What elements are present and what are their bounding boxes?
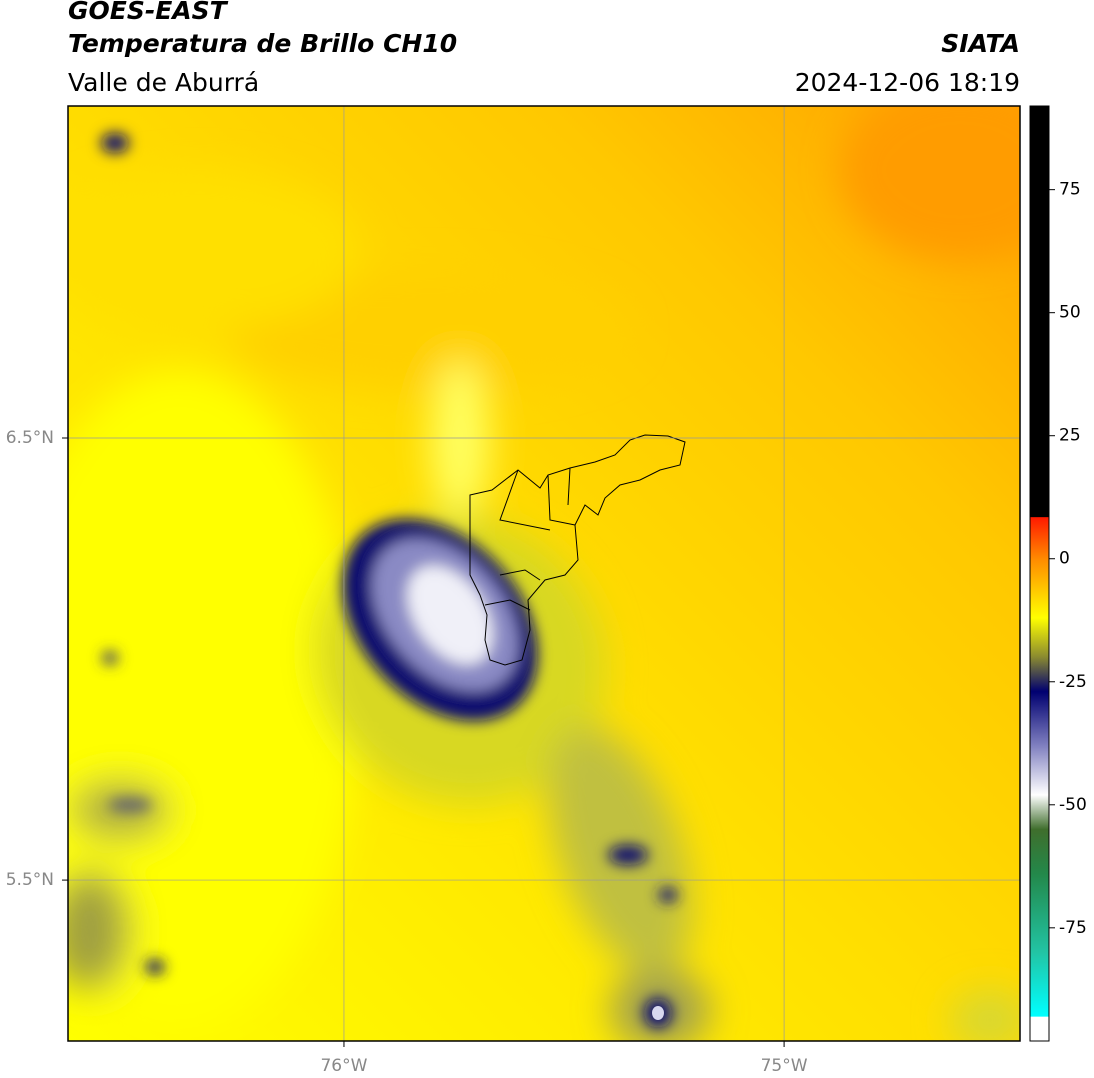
subtitle: Temperatura de Brillo CH10	[68, 29, 457, 58]
title: GOES-EAST	[68, 0, 229, 25]
colorbar-tick-label: 25	[1059, 426, 1081, 446]
map-frame	[67, 105, 1021, 1042]
region: Valle de Aburrá	[68, 68, 259, 97]
x-tick-label: 75°W	[761, 1056, 808, 1076]
colorbar	[1029, 105, 1050, 1042]
colorbar-tick-label: 50	[1059, 303, 1081, 323]
source: SIATA	[941, 29, 1020, 58]
colorbar-tick-label: -25	[1059, 672, 1087, 692]
colorbar-tick-label: 75	[1059, 180, 1081, 200]
y-tick-label: 6.5°N	[6, 428, 54, 448]
colorbar-tick-label: -50	[1059, 795, 1087, 815]
datetime: 2024-12-06 18:19	[795, 68, 1020, 97]
y-tick-label: 5.5°N	[6, 870, 54, 890]
colorbar-tick-label: -75	[1059, 918, 1087, 938]
x-tick-label: 76°W	[320, 1056, 367, 1076]
colorbar-tick-label: 0	[1059, 549, 1070, 569]
municipal-boundaries	[469, 434, 686, 666]
satellite-image	[68, 106, 1020, 1041]
